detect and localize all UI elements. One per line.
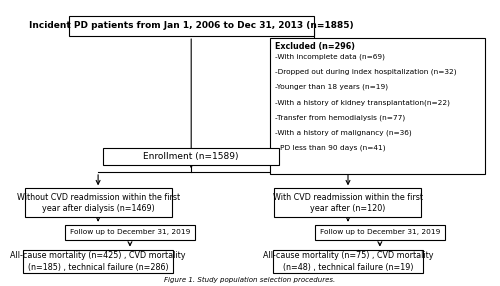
Text: -Transfer from hemodialysis (n=77): -Transfer from hemodialysis (n=77) — [276, 114, 406, 121]
Text: Figure 1. Study population selection procedures.: Figure 1. Study population selection pro… — [164, 277, 336, 283]
Text: - PD less than 90 days (n=41): - PD less than 90 days (n=41) — [276, 145, 386, 151]
Text: Enrollment (n=1589): Enrollment (n=1589) — [144, 152, 239, 161]
Text: -Younger than 18 years (n=19): -Younger than 18 years (n=19) — [276, 84, 388, 90]
Text: -Dropped out during index hospitalization (n=32): -Dropped out during index hospitalizatio… — [276, 69, 457, 75]
Text: Follow up to December 31, 2019: Follow up to December 31, 2019 — [70, 229, 190, 235]
Text: Incident PD patients from Jan 1, 2006 to Dec 31, 2013 (n=1885): Incident PD patients from Jan 1, 2006 to… — [29, 21, 353, 30]
Text: All-cause mortality (n=425) , CVD mortality
(n=185) , technical failure (n=286): All-cause mortality (n=425) , CVD mortal… — [10, 251, 186, 272]
Text: Without CVD readmission within the first
year after dialysis (n=1469): Without CVD readmission within the first… — [16, 192, 179, 212]
Text: Follow up to December 31, 2019: Follow up to December 31, 2019 — [320, 229, 440, 235]
Bar — [103, 148, 280, 165]
Bar — [274, 188, 422, 217]
Text: -With a history of kidney transplantation(n=22): -With a history of kidney transplantatio… — [276, 99, 450, 106]
Bar — [270, 38, 485, 174]
Bar — [68, 16, 314, 36]
Text: Excluded (n=296): Excluded (n=296) — [276, 42, 355, 51]
Text: -With incomplete data (n=69): -With incomplete data (n=69) — [276, 53, 386, 60]
Bar — [315, 225, 445, 240]
Bar — [24, 188, 172, 217]
Bar — [65, 225, 195, 240]
Text: All-cause mortality (n=75) , CVD mortality
(n=48) , technical failure (n=19): All-cause mortality (n=75) , CVD mortali… — [263, 251, 433, 272]
Text: -With a history of malignancy (n=36): -With a history of malignancy (n=36) — [276, 130, 412, 136]
Text: With CVD readmission within the first
year after (n=120): With CVD readmission within the first ye… — [273, 192, 423, 212]
Bar — [24, 250, 173, 273]
Bar — [274, 250, 422, 273]
